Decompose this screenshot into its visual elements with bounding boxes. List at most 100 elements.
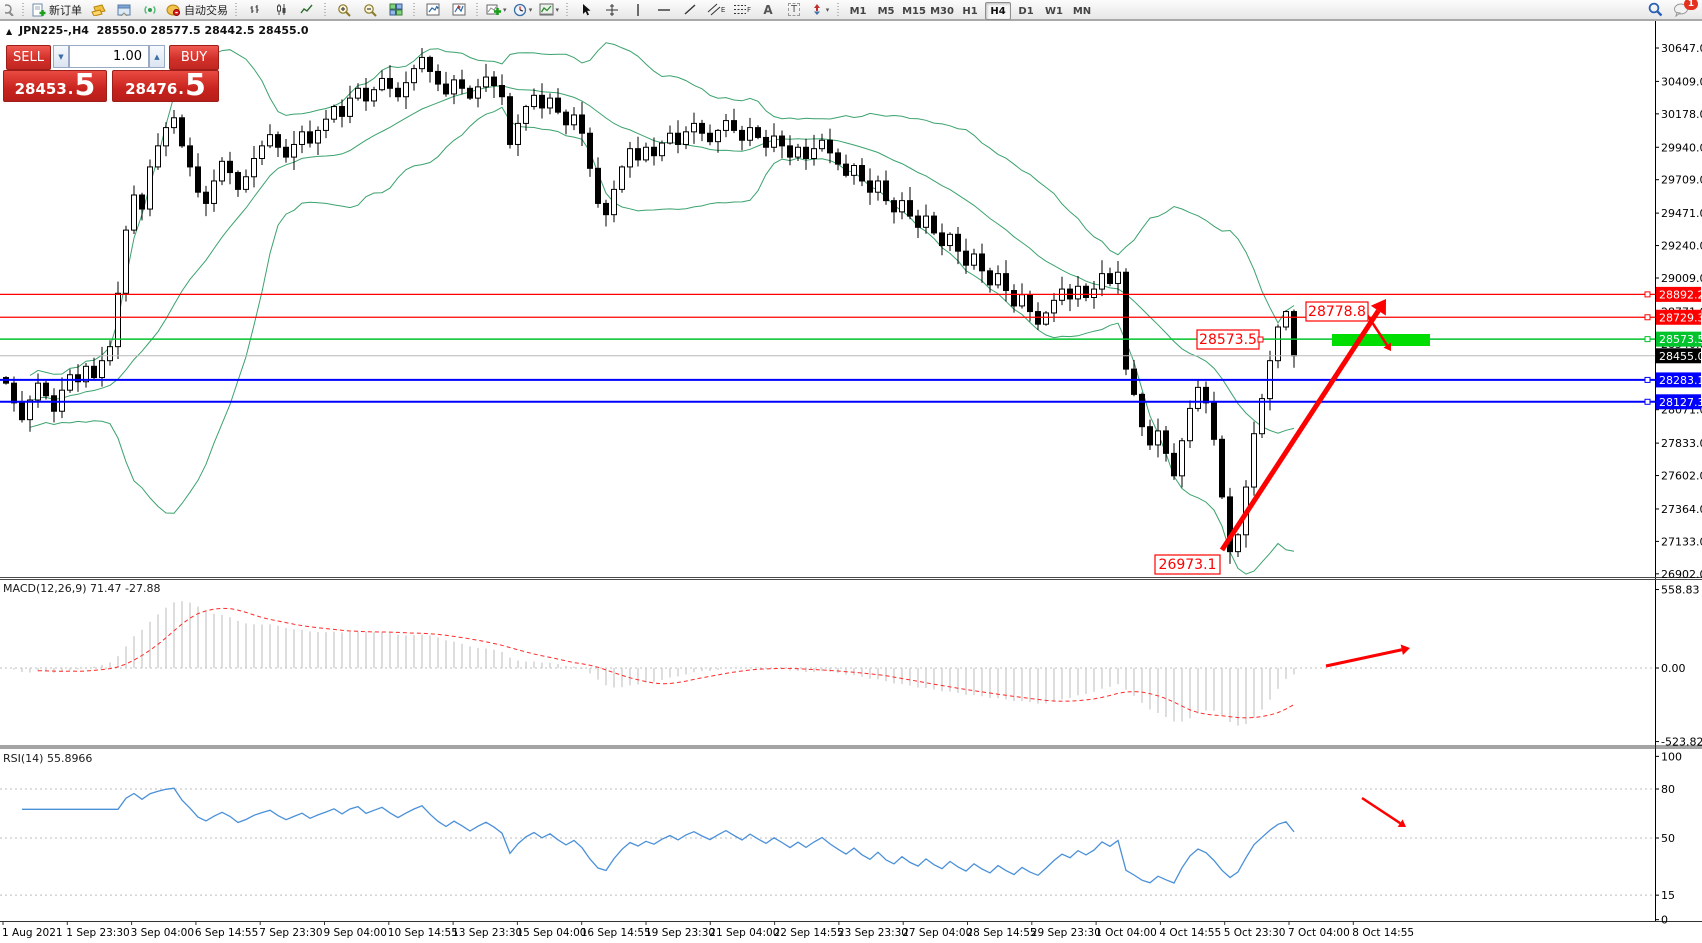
sell-price-button[interactable]: 28453. 5 <box>3 70 107 102</box>
hline-handle[interactable] <box>1644 376 1651 383</box>
fibonacci-tool-button[interactable]: F <box>729 0 755 20</box>
vline-tool-button[interactable] <box>625 0 651 20</box>
collapse-triangle-icon[interactable]: ▲ <box>6 27 13 36</box>
candle <box>27 399 33 421</box>
candle <box>355 87 361 99</box>
candle <box>1163 430 1169 454</box>
timeframe-h1-button[interactable]: H1 <box>962 5 978 17</box>
svg-text:80: 80 <box>1661 783 1675 796</box>
volume-increase-button[interactable]: ▲ <box>149 45 165 68</box>
candle <box>1051 299 1057 314</box>
new-order-button[interactable]: 新订单 <box>29 0 85 20</box>
hline-handle[interactable] <box>1644 314 1651 321</box>
hline-handle[interactable] <box>1644 291 1651 298</box>
candle <box>35 382 41 401</box>
candle <box>659 142 665 157</box>
candle <box>739 129 745 141</box>
candle <box>347 97 353 117</box>
periods-button[interactable]: ▾ <box>510 0 536 20</box>
rsi-down-arrow[interactable] <box>1361 796 1406 827</box>
timeframe-w1-button[interactable]: W1 <box>1045 5 1064 17</box>
arrange-charts-icon <box>426 3 440 16</box>
tile-windows-button[interactable] <box>383 0 409 20</box>
volume-decrease-button[interactable]: ▼ <box>53 45 69 68</box>
timeframe-m1-button[interactable]: M1 <box>849 5 867 17</box>
hline-handle[interactable] <box>1644 336 1651 343</box>
templates-button[interactable]: ▾ <box>536 0 563 20</box>
candle <box>1283 311 1289 328</box>
price-axis: 30647.0 30409.0 30178.0 29940.0 29709.0 29471… <box>1655 42 1702 581</box>
candlestick-button[interactable] <box>268 0 294 20</box>
candle <box>155 145 161 168</box>
candle <box>995 273 1001 286</box>
signals-button[interactable] <box>137 0 163 20</box>
cascade-charts-button[interactable] <box>446 0 472 20</box>
autotrade-label: 自动交易 <box>184 3 228 17</box>
svg-text:30178.0: 30178.0 <box>1661 108 1702 121</box>
time-label: 23 Sep 23:30 <box>838 927 908 939</box>
timeframe-h4-button[interactable]: H4 <box>985 2 1012 21</box>
text-tool-button[interactable]: A <box>755 0 781 20</box>
arrows-tool-button[interactable]: ▾ <box>807 0 833 20</box>
hline-tool-button[interactable] <box>651 0 677 20</box>
text-label-tool-button[interactable]: T <box>781 0 807 20</box>
buy-button[interactable]: BUY <box>169 45 219 70</box>
toolbar-grip[interactable] <box>21 2 26 17</box>
crosshair-tool-button[interactable] <box>599 0 625 20</box>
candle <box>1099 273 1105 290</box>
toolbar-grip[interactable] <box>234 2 239 17</box>
candle <box>491 76 497 86</box>
toolbar-grip[interactable] <box>565 2 571 17</box>
indicators-button[interactable]: ▾ <box>483 0 510 20</box>
line-chart-button[interactable] <box>294 0 320 20</box>
text-tool-glyph: A <box>763 2 773 17</box>
arrange-charts-button[interactable] <box>420 0 446 20</box>
price-badge-label: 28455.0 <box>1659 350 1702 363</box>
trend-up-arrow[interactable] <box>1219 299 1386 552</box>
volume-input[interactable] <box>69 45 149 68</box>
data-window-button[interactable] <box>111 0 137 20</box>
zoom-out-button[interactable] <box>357 0 383 20</box>
candle <box>123 229 129 294</box>
candle <box>219 160 225 182</box>
chat-button[interactable]: 1 <box>1668 0 1698 20</box>
toolbar-grip[interactable] <box>836 2 842 17</box>
candle <box>1107 273 1113 284</box>
candle <box>1035 311 1041 325</box>
candle <box>115 292 121 348</box>
timeframe-m30-button[interactable]: M30 <box>930 5 954 17</box>
timeframe-d1-button[interactable]: D1 <box>1018 5 1034 17</box>
time-label: 16 Sep 14:55 <box>581 927 651 939</box>
candle <box>139 194 145 210</box>
channel-tool-button[interactable]: E <box>703 0 729 20</box>
timeframe-m15-button[interactable]: M15 <box>902 5 926 17</box>
timeframe-m5-button[interactable]: M5 <box>877 5 895 17</box>
candle <box>851 165 857 176</box>
price-annotation[interactable]: 28573.5 <box>1196 329 1264 350</box>
indicators-icon <box>486 4 501 15</box>
trendline-tool-button[interactable] <box>677 0 703 20</box>
price-annotation[interactable]: 26973.1 <box>1154 554 1221 575</box>
macd-up-arrow[interactable] <box>1325 644 1410 668</box>
timeframe-mn-button[interactable]: MN <box>1072 5 1092 17</box>
svg-text:27602.0: 27602.0 <box>1661 470 1702 483</box>
candle <box>931 215 937 234</box>
candle <box>1083 285 1089 299</box>
search-button[interactable] <box>1642 0 1668 20</box>
cursor-tool-button[interactable] <box>573 0 599 20</box>
toolbar-grip[interactable] <box>323 2 328 17</box>
candle <box>83 365 89 383</box>
price-annotation[interactable]: 28778.8 <box>1305 301 1369 322</box>
sell-button[interactable]: SELL <box>6 45 51 70</box>
hline-handle[interactable] <box>1644 398 1651 405</box>
price-badge <box>1656 394 1701 410</box>
autotrade-button[interactable]: 自动交易 <box>163 0 231 20</box>
candle <box>779 135 785 147</box>
zoom-in-button[interactable] <box>331 0 357 20</box>
toolbar-grip[interactable] <box>475 2 480 17</box>
gold-ingot-button[interactable] <box>85 0 111 20</box>
clipped-toolbar-icon[interactable] <box>2 0 18 20</box>
buy-price-button[interactable]: 28476. 5 <box>112 70 219 102</box>
toolbar-grip[interactable] <box>412 2 417 17</box>
bar-chart-button[interactable] <box>242 0 268 20</box>
